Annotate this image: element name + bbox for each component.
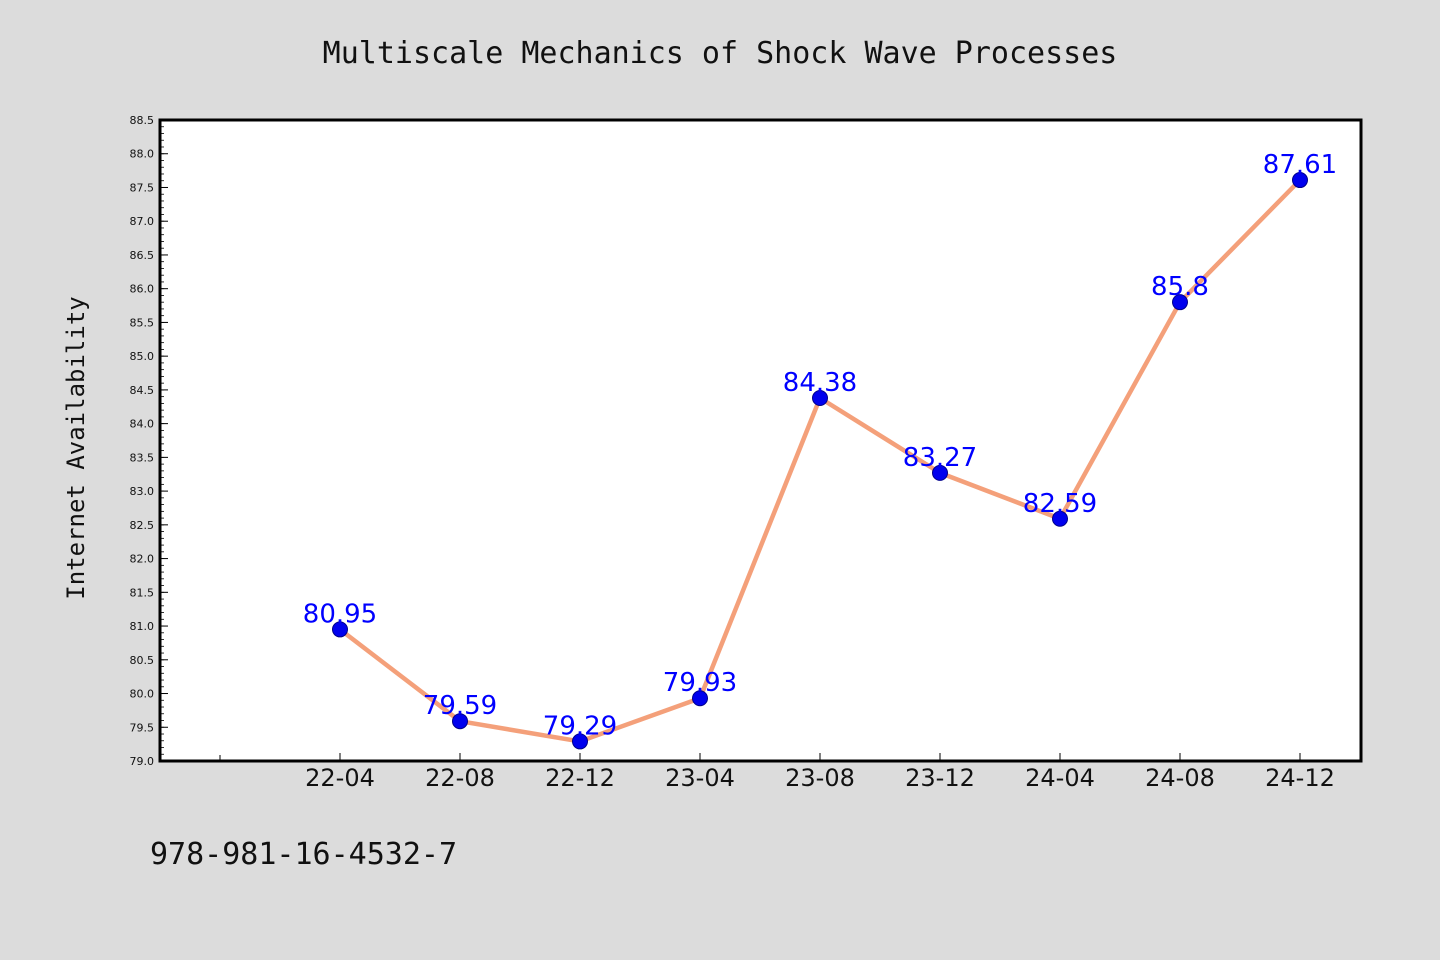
y-tick-label: 81.5 [130, 586, 155, 599]
data-label: 82.59 [1023, 489, 1097, 519]
x-axis: 22-04 22-08 22-12 23-04 23-08 23-12 24-04 24-08… [219, 753, 1335, 792]
chart-title: Multiscale Mechanics of Shock Wave Proce… [323, 36, 1118, 71]
data-point [452, 713, 468, 730]
data-point [932, 464, 948, 481]
y-tick-label: 80.5 [130, 654, 155, 667]
data-point [1292, 172, 1308, 189]
x-tick-label: 24-08 [1145, 764, 1215, 792]
data-point [1172, 294, 1188, 311]
x-tick-label: 22-04 [305, 764, 375, 792]
footer-isbn: 978-981-16-4532-7 [150, 837, 457, 872]
x-tick-label: 23-08 [785, 764, 855, 792]
x-tick-label: 24-12 [1265, 764, 1335, 792]
y-tick-label: 84.0 [130, 418, 155, 431]
y-tick-label: 79.0 [130, 755, 155, 768]
y-tick-label: 86.5 [130, 249, 155, 262]
y-axis-label: Internet Availability [62, 296, 90, 599]
y-tick-label: 85.5 [130, 316, 155, 329]
y-tick-label: 82.0 [130, 553, 155, 566]
data-label: 79.59 [423, 691, 497, 721]
y-tick-label: 82.5 [130, 519, 155, 532]
y-tick-label: 79.5 [130, 721, 155, 734]
x-tick-label: 24-04 [1025, 764, 1095, 792]
y-tick-label: 84.5 [130, 384, 155, 397]
plot-frame [158, 118, 1363, 763]
data-point [332, 621, 348, 638]
data-point [812, 389, 828, 406]
data-label: 80.95 [303, 599, 377, 629]
x-tick-label: 23-12 [905, 764, 975, 792]
y-tick-label: 86.0 [130, 283, 155, 296]
y-tick-label: 88.0 [130, 148, 155, 161]
data-label: 83.27 [903, 443, 977, 473]
x-tick-label: 23-04 [665, 764, 735, 792]
y-tick-label: 85.0 [130, 350, 155, 363]
y-tick-label: 87.0 [130, 215, 155, 228]
y-tick-label: 83.5 [130, 451, 155, 464]
x-tick-label: 22-12 [545, 764, 615, 792]
plot-area [160, 120, 1361, 761]
y-tick-label: 81.0 [130, 620, 155, 633]
data-point [692, 690, 708, 707]
data-labels: 80.95 79.59 79.29 79.93 84.38 83.27 82.59 85.8 8… [303, 150, 1337, 741]
data-points [332, 172, 1308, 750]
data-label: 85.8 [1151, 272, 1209, 302]
y-tick-label: 80.0 [130, 688, 155, 701]
data-label: 87.61 [1263, 150, 1337, 180]
y-tick-label: 83.0 [130, 485, 155, 498]
y-tick-label: 88.5 [130, 114, 155, 127]
x-tick-label: 22-08 [425, 764, 495, 792]
data-label: 79.29 [543, 711, 617, 741]
data-label: 79.93 [663, 668, 737, 698]
data-point [572, 733, 588, 750]
data-point [1052, 510, 1068, 527]
data-label: 84.38 [783, 368, 857, 398]
y-tick-label: 87.5 [130, 181, 155, 194]
y-axis: 79.0 79.5 80.0 80.5 81.0 81.5 82.0 82.5 83.0 83.5… [130, 114, 168, 768]
